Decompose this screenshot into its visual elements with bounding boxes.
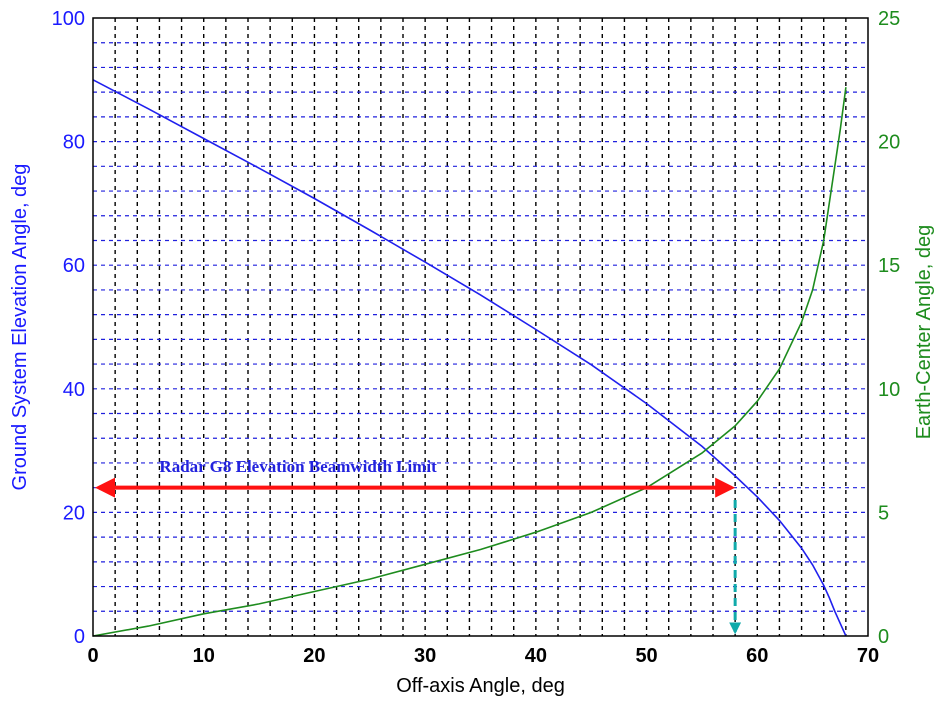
bottom-tick-label: 50 bbox=[635, 645, 657, 667]
grid-horizontal bbox=[93, 42, 868, 612]
bottom-tick-label: 60 bbox=[746, 645, 768, 667]
right-tick-label: 0 bbox=[878, 626, 889, 648]
right-tick-label: 5 bbox=[878, 502, 889, 524]
right-y-axis-label: Earth-Center Angle, deg bbox=[913, 225, 935, 440]
left-tick-label: 100 bbox=[52, 8, 85, 30]
x-axis-label: Off-axis Angle, deg bbox=[396, 675, 565, 697]
bottom-tick-label: 10 bbox=[193, 645, 215, 667]
grid-vertical bbox=[114, 18, 847, 636]
left-tick-label: 20 bbox=[63, 502, 85, 524]
left-tick-label: 0 bbox=[74, 626, 85, 648]
left-tick-label: 60 bbox=[63, 255, 85, 277]
right-tick-labels: 0 5 10 15 20 25 bbox=[878, 8, 900, 648]
bottom-tick-label: 40 bbox=[525, 645, 547, 667]
annotation-text: Radar G8 Elevation Beamwidth Limit bbox=[159, 457, 437, 476]
right-tick-label: 10 bbox=[878, 379, 900, 401]
bottom-tick-labels: 0 10 20 30 40 50 60 70 bbox=[87, 645, 879, 667]
bottom-tick-label: 0 bbox=[87, 645, 98, 667]
annotation-layer: Radar G8 Elevation Beamwidth Limit bbox=[95, 457, 742, 635]
right-tick-label: 15 bbox=[878, 255, 900, 277]
bottom-tick-label: 20 bbox=[303, 645, 325, 667]
left-tick-labels: 0 20 40 60 80 100 bbox=[52, 8, 85, 648]
bottom-tick-label: 30 bbox=[414, 645, 436, 667]
left-tick-label: 80 bbox=[63, 132, 85, 154]
left-tick-label: 40 bbox=[63, 379, 85, 401]
series-line-elevation-angle bbox=[92, 79, 847, 637]
bottom-tick-label: 70 bbox=[857, 645, 879, 667]
right-tick-label: 25 bbox=[878, 8, 900, 30]
right-tick-label: 20 bbox=[878, 132, 900, 154]
plot-frame bbox=[92, 17, 869, 637]
plot-background bbox=[93, 18, 868, 636]
left-y-axis-label: Ground System Elevation Angle, deg bbox=[9, 164, 31, 491]
